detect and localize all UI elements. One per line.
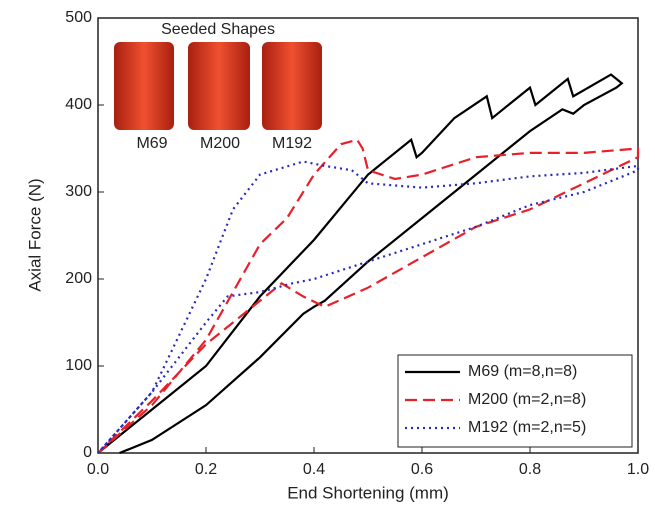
legend-label: M192 (m=2,n=5) xyxy=(468,419,586,436)
x-tick-label: 0.0 xyxy=(87,461,109,478)
inset-label: M192 xyxy=(272,135,312,152)
x-tick-label: 0.2 xyxy=(195,461,217,478)
x-tick-label: 1.0 xyxy=(627,461,649,478)
inset-shape xyxy=(188,42,250,130)
legend xyxy=(397,354,633,448)
y-tick-label: 0 xyxy=(83,444,92,461)
legend-label: M69 (m=8,n=8) xyxy=(468,363,577,380)
inset-shape xyxy=(262,42,322,130)
y-axis-title: Axial Force (N) xyxy=(25,178,44,291)
x-tick-label: 0.8 xyxy=(519,461,541,478)
legend-label: M200 (m=2,n=8) xyxy=(468,391,586,408)
x-tick-label: 0.6 xyxy=(411,461,433,478)
series-line xyxy=(97,73,624,455)
inset: Seeded Shapes M69 M200 M192 xyxy=(114,21,322,152)
y-tick-label: 300 xyxy=(65,183,92,200)
plot-frame xyxy=(97,17,639,454)
inset-shape xyxy=(114,42,174,130)
y-tick-label: 100 xyxy=(65,357,92,374)
inset-title: Seeded Shapes xyxy=(161,21,275,38)
y-tick-label: 500 xyxy=(65,9,92,26)
x-tick-label: 0.4 xyxy=(303,461,325,478)
inset-label: M200 xyxy=(200,135,240,152)
x-axis-title: End Shortening (mm) xyxy=(287,483,449,502)
y-tick-label: 400 xyxy=(65,96,92,113)
series-line xyxy=(97,138,640,454)
inset-label: M69 xyxy=(136,135,167,152)
y-tick-label: 200 xyxy=(65,270,92,287)
